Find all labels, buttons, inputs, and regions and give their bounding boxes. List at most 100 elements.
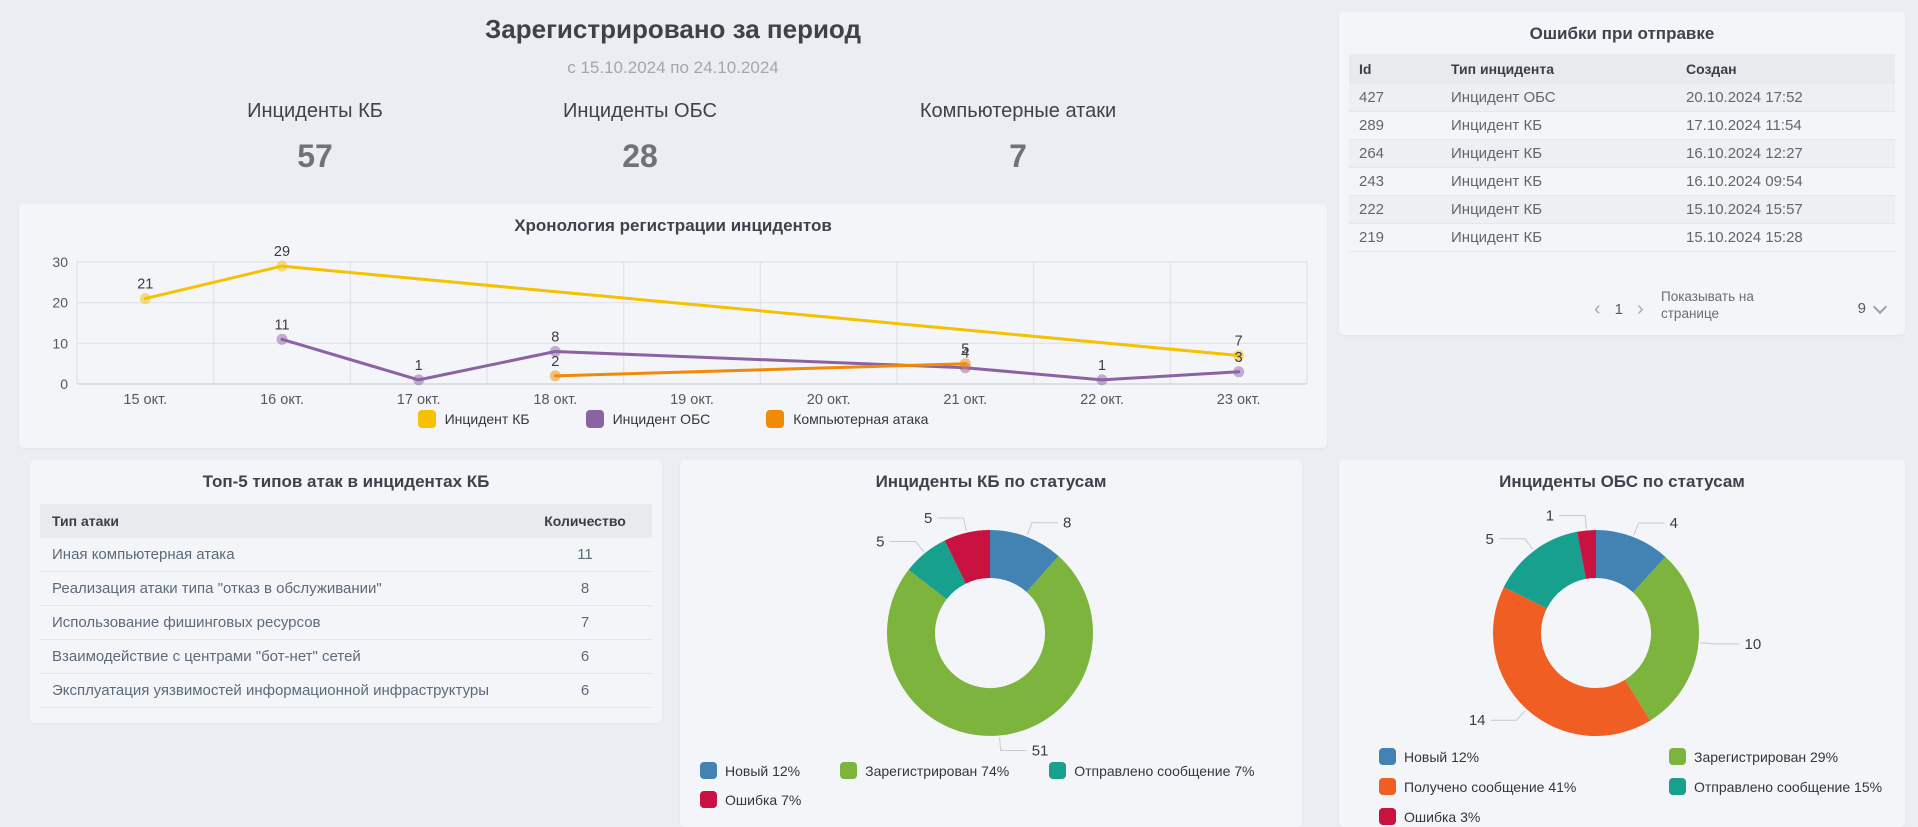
legend-label: Новый 12% — [725, 762, 801, 779]
legend-label: Отправлено сообщение 15% — [1694, 778, 1883, 795]
pie-label: 51 — [1032, 743, 1049, 760]
legend-label: Зарегистрирован 29% — [1694, 748, 1839, 765]
table-cell: 289 — [1349, 111, 1441, 140]
pie-slice[interactable] — [1596, 530, 1666, 593]
column-header: Создан — [1676, 54, 1895, 84]
table-row: 243 Инцидент КБ 16.10.2024 09:54 — [1349, 167, 1895, 196]
pie-label: 5 — [924, 510, 932, 527]
svg-text:10: 10 — [52, 335, 68, 351]
column-header: Тип инцидента — [1441, 54, 1676, 84]
table-cell: 427 — [1349, 84, 1441, 112]
table-cell: 264 — [1349, 139, 1441, 168]
stat-value: 7 — [1009, 138, 1027, 174]
legend-item[interactable]: Новый 12% — [1379, 748, 1629, 765]
table-cell: 15.10.2024 15:57 — [1676, 195, 1895, 224]
period-subtitle: с 15.10.2024 по 24.10.2024 — [567, 58, 779, 77]
svg-text:18 окт.: 18 окт. — [533, 392, 577, 408]
pie-slice[interactable] — [1625, 556, 1700, 721]
legend-label: Зарегистрирован 74% — [865, 762, 1010, 779]
chevron-down-icon — [1872, 299, 1888, 314]
legend-item[interactable]: Инцидент КБ — [417, 410, 530, 428]
legend-label: Новый 12% — [1404, 748, 1480, 765]
line-chart: 0 10 20 30 15 окт. 16 окт. 17 окт. 18 окт. 19 ок… — [52, 244, 1308, 408]
table-cell: 219 — [1349, 223, 1441, 252]
kb-status-donut: 8 51 5 5 — [876, 510, 1093, 760]
table-row: 222 Инцидент КБ 15.10.2024 15:57 — [1349, 195, 1895, 224]
pie-slice[interactable] — [1493, 587, 1651, 737]
page-number[interactable]: 1 — [1614, 300, 1624, 318]
legend-chip-icon — [417, 410, 436, 428]
pie-slice[interactable] — [1503, 531, 1586, 609]
table-row: Взаимодействие с центрами "бот-нет" сете… — [40, 639, 652, 674]
obs-status-panel: Инциденты ОБС по статусам 4 10 14 5 1 Новый … — [1339, 460, 1905, 827]
legend-item[interactable]: Зарегистрирован 29% — [1669, 748, 1918, 765]
table-cell: 6 — [518, 673, 652, 708]
legend-label: Компьютерная атака — [793, 411, 929, 427]
pager: ‹ 1 › — [1594, 299, 1644, 319]
attacks-table: Тип атаки Количество Иная компьютерная ат… — [40, 504, 652, 708]
prev-page-button[interactable]: ‹ — [1594, 298, 1601, 320]
legend-label: Инцидент ОБС — [612, 411, 711, 427]
svg-text:0: 0 — [60, 376, 68, 392]
top-attacks-panel: Топ-5 типов атак в инцидентах КБ Тип ата… — [30, 460, 662, 723]
table-cell: Инцидент ОБС — [1441, 84, 1676, 112]
svg-text:23 окт.: 23 окт. — [1217, 392, 1261, 408]
legend-chip-icon — [700, 791, 717, 808]
pie-slice[interactable] — [990, 530, 1059, 592]
table-cell: 16.10.2024 12:27 — [1676, 139, 1895, 168]
pie-slice[interactable] — [908, 540, 966, 600]
legend-item[interactable]: Ошибка 3% — [1379, 808, 1629, 825]
legend-label: Инцидент КБ — [444, 411, 530, 427]
svg-text:5: 5 — [961, 342, 969, 358]
kb-status-panel: Инциденты КБ по статусам 8 51 5 5 Новый 12%… — [680, 460, 1302, 827]
svg-text:2: 2 — [551, 354, 559, 370]
legend-label: Получено сообщение 41% — [1404, 778, 1577, 795]
errors-table: Id Тип инцидента Создан 427 Инцидент ОБС 20.… — [1349, 54, 1895, 252]
page-size-select[interactable]: 9 — [1857, 299, 1888, 317]
svg-text:3: 3 — [1235, 350, 1243, 366]
page-title: Зарегистрировано за период — [485, 14, 861, 44]
legend-chip-icon — [1669, 778, 1686, 795]
kb-status-legend: Новый 12% Зарегистрирован 74% Отправлено с… — [700, 762, 1288, 808]
pie-slice[interactable] — [886, 556, 1093, 736]
table-row: 427 Инцидент ОБС 20.10.2024 17:52 — [1349, 84, 1895, 112]
table-cell: 16.10.2024 09:54 — [1676, 167, 1895, 196]
legend-item[interactable]: Получено сообщение 41% — [1379, 778, 1629, 795]
stat-label: Инциденты КБ — [247, 100, 383, 122]
legend-item[interactable]: Инцидент ОБС — [585, 410, 711, 428]
kb-status-title: Инциденты КБ по статусам — [875, 472, 1107, 491]
stat-value: 57 — [297, 138, 333, 174]
table-cell: 17.10.2024 11:54 — [1676, 111, 1895, 140]
next-page-button[interactable]: › — [1637, 298, 1644, 320]
table-cell: Взаимодействие с центрами "бот-нет" сете… — [40, 639, 518, 674]
page-size-value: 9 — [1857, 300, 1866, 317]
legend-chip-icon — [1379, 808, 1396, 825]
table-row: Использование фишинговых ресурсов 7 — [40, 605, 652, 640]
legend-item[interactable]: Зарегистрирован 74% — [840, 762, 1009, 779]
svg-text:20: 20 — [52, 295, 68, 311]
table-cell: 7 — [518, 605, 652, 640]
timeline-chart-card: Хронология регистрации инцидентов 0 10 20 3… — [19, 204, 1327, 448]
table-cell: 222 — [1349, 195, 1441, 224]
svg-text:21 окт.: 21 окт. — [943, 392, 987, 408]
column-header: Тип атаки — [40, 504, 518, 538]
errors-panel: Ошибки при отправке Id Тип инцидента Созда… — [1339, 12, 1905, 335]
pie-slice[interactable] — [944, 530, 990, 584]
legend-label: Отправлено сообщение 7% — [1074, 762, 1255, 779]
stat-obs: Инциденты ОБС 28 — [490, 100, 790, 175]
errors-panel-title: Ошибки при отправке — [1529, 24, 1715, 43]
legend-item[interactable]: Отправлено сообщение 7% — [1049, 762, 1254, 779]
pie-label: 10 — [1745, 636, 1762, 653]
legend-label: Ошибка 7% — [725, 791, 802, 808]
table-cell: Инцидент КБ — [1441, 195, 1676, 224]
legend-item[interactable]: Компьютерная атака — [766, 410, 928, 428]
legend-item[interactable]: Новый 12% — [700, 762, 800, 779]
legend-item[interactable]: Ошибка 7% — [700, 791, 801, 808]
legend-item[interactable]: Отправлено сообщение 15% — [1669, 778, 1918, 795]
svg-text:19 окт.: 19 окт. — [670, 392, 714, 408]
legend-chip-icon — [1379, 748, 1396, 765]
table-cell: Иная компьютерная атака — [40, 538, 518, 572]
pie-slice[interactable] — [1577, 530, 1596, 579]
dashboard-header: Зарегистрировано за период с 15.10.2024 … — [0, 14, 1346, 78]
